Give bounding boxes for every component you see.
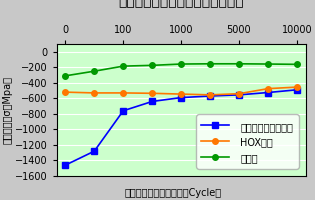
無処理 [150, 64, 154, 67]
ニューカナック処理 [179, 96, 183, 99]
HOX処理 [266, 87, 270, 90]
ニューカナック処理 [295, 89, 299, 91]
HOX処理 [121, 92, 125, 94]
Legend: ニューカナック処理, HOX処理, 無処理: ニューカナック処理, HOX処理, 無処理 [196, 114, 299, 169]
HOX処理 [150, 92, 154, 95]
Line: ニューカナック処理: ニューカナック処理 [63, 87, 300, 168]
HOX処理 [64, 91, 67, 93]
HOX処理 [295, 86, 299, 88]
ニューカナック処理 [237, 94, 241, 96]
Line: 無処理: 無処理 [63, 61, 300, 79]
Text: 熱疲労試験サイクル数（Cycle）: 熱疲労試験サイクル数（Cycle） [125, 188, 222, 198]
無処理 [237, 63, 241, 65]
HOX処理 [179, 93, 183, 95]
無処理 [208, 63, 212, 65]
無処理 [179, 63, 183, 65]
ニューカナック処理 [266, 91, 270, 94]
HOX処理 [92, 92, 96, 94]
ニューカナック処理 [208, 95, 212, 97]
HOX処理 [237, 92, 241, 95]
無処理 [92, 70, 96, 72]
Y-axis label: 圧縮応力値σ（Mpa）: 圧縮応力値σ（Mpa） [2, 76, 12, 144]
ニューカナック処理 [121, 110, 125, 112]
Line: HOX処理: HOX処理 [63, 84, 300, 98]
HOX処理 [208, 94, 212, 96]
ニューカナック処理 [64, 164, 67, 166]
無処理 [295, 63, 299, 66]
無処理 [121, 65, 125, 67]
ニューカナック処理 [92, 150, 96, 152]
無処理 [266, 63, 270, 65]
ニューカナック処理 [150, 100, 154, 103]
無処理 [64, 75, 67, 77]
Title: 熱疲労試験による残留応力の変化: 熱疲労試験による残留応力の変化 [118, 0, 244, 9]
